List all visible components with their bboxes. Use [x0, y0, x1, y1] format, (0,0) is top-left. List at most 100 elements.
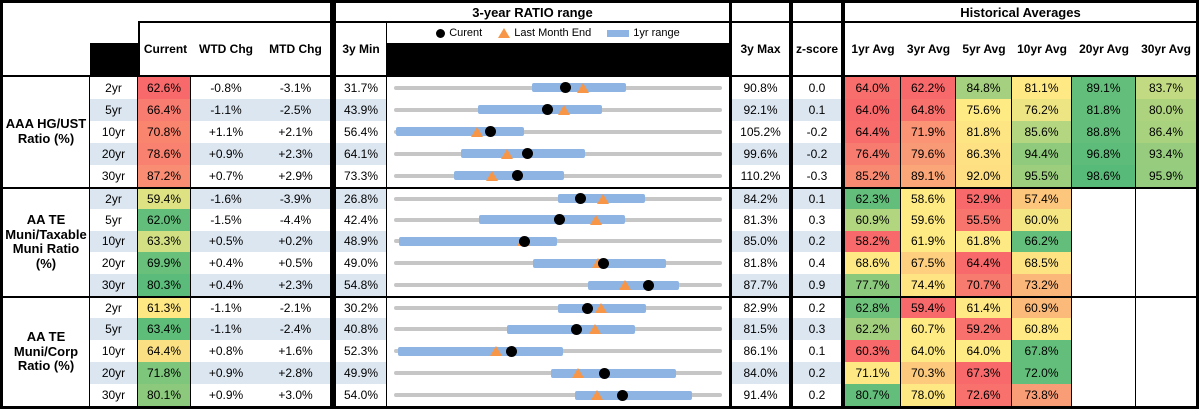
avg-cell: 61.9% — [901, 230, 956, 253]
header-20yr-avg: 20yr Avg — [1072, 23, 1136, 77]
wtd-chg-cell: +0.8% — [208, 344, 244, 359]
wtd-chg-cell: -1.1% — [191, 318, 261, 341]
current-marker — [522, 148, 534, 160]
current-cell: 62.6% — [138, 77, 191, 99]
max-3y-cell: 91.4% — [743, 388, 778, 403]
wtd-chg-cell: +0.9% — [191, 142, 261, 165]
avg-cell: 85.2% — [845, 164, 901, 187]
current-marker — [582, 302, 594, 314]
avg-cell: 64.0% — [845, 77, 901, 99]
avg-cell — [1072, 340, 1136, 363]
zscore-cell: 0.9 — [793, 274, 841, 297]
mtd-chg-cell: -2.1% — [261, 296, 330, 318]
range-chart — [387, 274, 729, 297]
current-cell: 78.6% — [138, 142, 191, 165]
one-year-range-bar — [398, 236, 557, 246]
avg-cell: 64.0% — [956, 340, 1012, 363]
mtd-chg-cell: -2.4% — [261, 318, 330, 341]
current-cell: 63.4% — [138, 318, 191, 341]
avg-cell — [1072, 384, 1136, 406]
min-3y-cell: 52.3% — [336, 340, 387, 363]
max-3y-cell: 105.2% — [740, 124, 781, 139]
avg-cell: 80.7% — [845, 384, 901, 406]
range-chart — [387, 208, 729, 231]
last-month-end-marker — [619, 280, 632, 291]
avg-cell: 76.4% — [845, 142, 901, 165]
avg-cell: 55.5% — [956, 208, 1012, 231]
max-3y-cell: 81.5% — [732, 318, 789, 341]
last-month-end-marker — [500, 148, 513, 159]
header-3yr-avg: 3yr Avg — [901, 23, 956, 77]
avg-cell: 81.1% — [1012, 77, 1072, 99]
current-marker — [541, 104, 553, 116]
min-3y-cell: 42.4% — [336, 208, 387, 231]
last-month-end-marker — [470, 126, 483, 137]
avg-cell — [1072, 230, 1136, 253]
avg-cell: 57.4% — [1012, 186, 1072, 209]
avg-cell — [1072, 252, 1136, 275]
min-3y-cell: 31.7% — [336, 77, 387, 99]
mtd-chg-cell: -3.9% — [261, 186, 330, 209]
current-marker — [599, 367, 611, 379]
current-cell: 64.4% — [138, 340, 191, 363]
legend-last-month: Last Month End — [498, 27, 591, 39]
zscore-cell: 0.3 — [793, 318, 841, 341]
avg-cell — [1072, 318, 1136, 341]
min-3y-cell: 49.0% — [336, 252, 387, 275]
avg-cell: 95.5% — [1012, 164, 1072, 187]
current-marker — [553, 214, 565, 226]
one-year-range-bar — [454, 171, 564, 181]
black-fill — [387, 43, 729, 75]
one-year-range-bar — [550, 368, 676, 378]
current-marker — [559, 82, 571, 94]
avg-cell: 72.6% — [956, 384, 1012, 406]
avg-cell: 64.4% — [956, 252, 1012, 275]
avg-cell — [1072, 186, 1136, 209]
max-3y-cell: 84.2% — [732, 186, 789, 209]
top-blank-over-max — [732, 3, 789, 23]
tenor-cell: 10yr — [90, 340, 138, 363]
current-cell: 63.3% — [138, 230, 191, 253]
divider — [789, 3, 793, 406]
min-3y-cell: 49.9% — [336, 362, 387, 385]
top-blank-over-changes — [138, 3, 330, 23]
legend-current-label: Curent — [449, 27, 483, 39]
last-month-end-marker — [558, 104, 571, 115]
mtd-chg-cell: +0.2% — [261, 230, 330, 253]
tenor-cell: 5yr — [90, 318, 138, 341]
avg-cell: 67.5% — [901, 252, 956, 275]
min-3y-cell: 54.8% — [336, 274, 387, 297]
current-marker — [570, 323, 582, 335]
avg-cell: 71.9% — [901, 120, 956, 143]
last-month-end-marker — [590, 390, 603, 401]
range-chart — [387, 384, 729, 406]
avg-cell: 62.8% — [845, 296, 901, 319]
current-cell: 61.3% — [138, 296, 191, 319]
avg-cell: 68.6% — [845, 252, 901, 275]
current-cell: 71.8% — [138, 362, 191, 385]
max-3y-cell: 86.1% — [743, 344, 778, 359]
header-z-score: z-score — [793, 23, 841, 77]
avg-cell — [1072, 362, 1136, 385]
mtd-chg-cell: +2.3% — [261, 142, 330, 165]
max-3y-cell: 81.3% — [743, 212, 778, 227]
wtd-chg-cell: +0.9% — [208, 388, 244, 403]
current-cell: 66.4% — [138, 98, 191, 121]
header-30yr-avg: 30yr Avg — [1136, 23, 1196, 77]
wtd-chg-cell: -1.6% — [191, 186, 261, 209]
current-cell: 70.8% — [138, 120, 191, 143]
one-year-range-bar — [574, 390, 693, 400]
wtd-chg-cell: -0.8% — [210, 80, 242, 95]
divider — [330, 3, 336, 406]
avg-cell — [1136, 209, 1196, 231]
last-month-triangle-icon — [498, 28, 511, 38]
zscore-cell: 0.2 — [808, 388, 826, 403]
zscore-cell: 0.1 — [808, 344, 826, 359]
avg-cell: 81.8% — [1072, 98, 1136, 121]
zscore-cell: 0.2 — [793, 230, 841, 253]
avg-cell: 59.2% — [956, 318, 1012, 341]
avg-cell: 61.4% — [956, 296, 1012, 319]
current-cell: 62.0% — [138, 208, 191, 231]
max-3y-cell: 82.9% — [732, 296, 789, 318]
wtd-chg-cell: -1.1% — [191, 98, 261, 121]
